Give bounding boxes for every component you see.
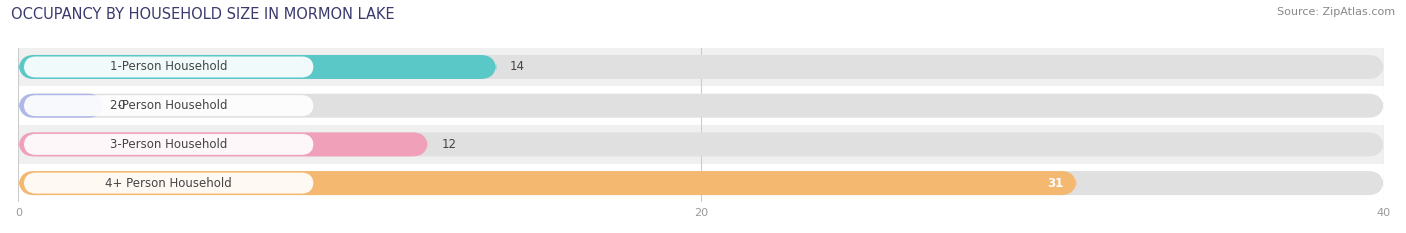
FancyBboxPatch shape [18,94,104,118]
Text: 3-Person Household: 3-Person Household [110,138,228,151]
Text: 14: 14 [510,61,524,73]
Bar [18,86,1384,125]
FancyBboxPatch shape [24,173,314,194]
FancyBboxPatch shape [24,95,314,116]
Bar [18,164,1384,202]
FancyBboxPatch shape [24,57,314,77]
FancyBboxPatch shape [18,132,429,156]
Text: 31: 31 [1047,177,1063,190]
Text: 2-Person Household: 2-Person Household [110,99,228,112]
FancyBboxPatch shape [24,134,314,155]
FancyBboxPatch shape [18,132,1384,156]
Bar [18,125,1384,164]
FancyBboxPatch shape [18,171,1384,195]
Text: 4+ Person Household: 4+ Person Household [105,177,232,190]
Text: Source: ZipAtlas.com: Source: ZipAtlas.com [1277,7,1395,17]
Text: 1-Person Household: 1-Person Household [110,61,228,73]
FancyBboxPatch shape [18,55,1384,79]
Text: 12: 12 [441,138,457,151]
FancyBboxPatch shape [18,94,1384,118]
Text: OCCUPANCY BY HOUSEHOLD SIZE IN MORMON LAKE: OCCUPANCY BY HOUSEHOLD SIZE IN MORMON LA… [11,7,395,22]
Bar [18,48,1384,86]
FancyBboxPatch shape [18,171,1077,195]
Text: 0: 0 [118,99,125,112]
FancyBboxPatch shape [18,55,496,79]
